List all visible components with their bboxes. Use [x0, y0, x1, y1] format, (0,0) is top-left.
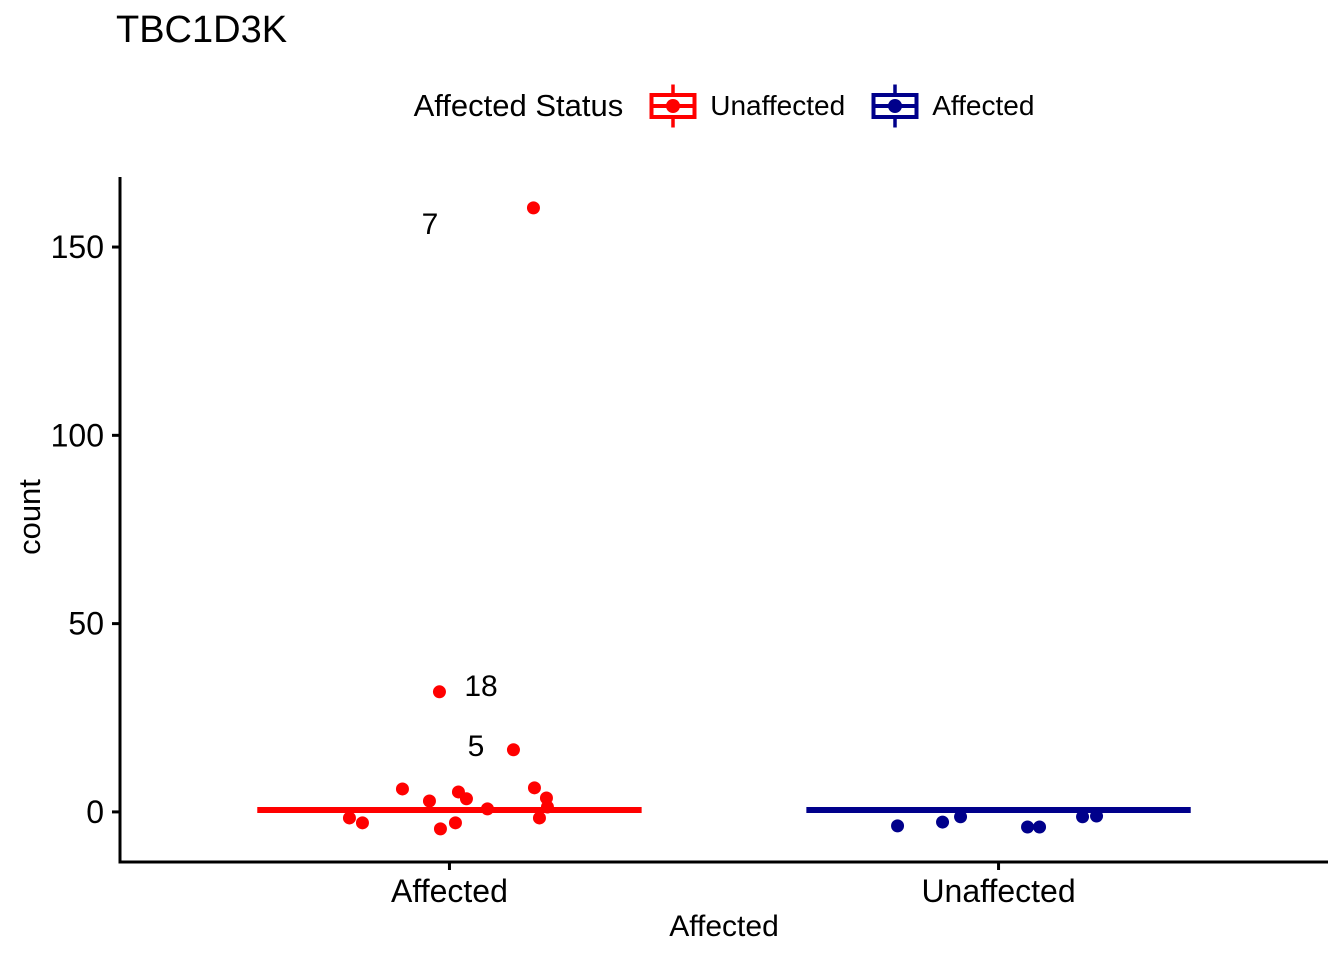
point-label-annotation: 5 [468, 730, 485, 763]
boxplot-key-icon [649, 84, 697, 128]
x-tick-label: Affected [391, 873, 508, 909]
data-point-unaffected [891, 819, 905, 833]
data-point-affected [448, 816, 462, 830]
y-tick-label: 50 [68, 606, 104, 642]
data-point-affected [526, 201, 540, 215]
legend-title: Affected Status [413, 88, 624, 123]
data-point-unaffected [954, 810, 968, 824]
data-point-affected [540, 800, 554, 814]
data-point-affected [355, 816, 369, 830]
y-tick-label: 100 [51, 417, 104, 453]
point-label-annotation: 18 [464, 670, 497, 703]
legend: Affected Status Unaffected Affected [120, 78, 1328, 134]
data-point-affected [480, 802, 494, 816]
data-point-affected [532, 811, 546, 825]
data-point-affected [506, 743, 520, 757]
data-point-unaffected [1076, 810, 1090, 824]
plot-title: TBC1D3K [116, 9, 288, 51]
data-point-unaffected [1033, 820, 1047, 834]
legend-item-affected: Affected [871, 82, 1034, 130]
legend-label-affected: Affected [932, 90, 1035, 121]
legend-label-unaffected: Unaffected [710, 90, 846, 121]
data-point-unaffected [936, 815, 950, 829]
data-point-affected [433, 822, 447, 836]
legend-item-unaffected: Unaffected [649, 82, 845, 130]
y-tick-label: 150 [51, 229, 104, 265]
x-axis-title: Affected [669, 910, 779, 943]
data-point-affected [422, 794, 436, 808]
data-point-affected [459, 792, 473, 806]
x-tick-label: Unaffected [921, 873, 1075, 909]
boxplot-key-icon [871, 84, 919, 128]
y-tick-label: 0 [86, 794, 104, 830]
data-point-affected [527, 781, 541, 795]
point-label-annotation: 7 [422, 208, 439, 241]
data-point-unaffected [1090, 809, 1104, 823]
data-point-affected [342, 811, 356, 825]
data-point-affected [432, 685, 446, 699]
data-point-affected [395, 782, 409, 796]
data-point-unaffected [1021, 820, 1035, 834]
